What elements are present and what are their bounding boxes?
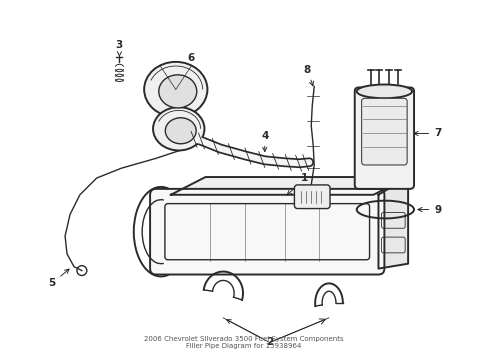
Text: 6: 6: [179, 53, 194, 67]
Text: 9: 9: [417, 204, 441, 215]
Polygon shape: [170, 177, 407, 195]
Text: 8: 8: [303, 65, 313, 86]
Text: 1: 1: [286, 173, 307, 195]
Text: 3: 3: [116, 40, 123, 56]
Text: 2: 2: [226, 320, 273, 347]
FancyBboxPatch shape: [361, 98, 407, 165]
Text: 4: 4: [261, 131, 268, 152]
Ellipse shape: [159, 75, 196, 108]
Ellipse shape: [165, 118, 196, 144]
Ellipse shape: [153, 107, 204, 150]
FancyBboxPatch shape: [150, 189, 384, 275]
FancyBboxPatch shape: [354, 87, 413, 189]
FancyBboxPatch shape: [294, 185, 329, 208]
Polygon shape: [378, 177, 407, 269]
Text: 5: 5: [48, 269, 69, 288]
Text: 2006 Chevrolet Silverado 3500 Fuel System Components
Filler Pipe Diagram for 159: 2006 Chevrolet Silverado 3500 Fuel Syste…: [144, 336, 343, 349]
Text: 7: 7: [413, 129, 441, 139]
Ellipse shape: [144, 62, 207, 117]
Ellipse shape: [356, 85, 411, 98]
